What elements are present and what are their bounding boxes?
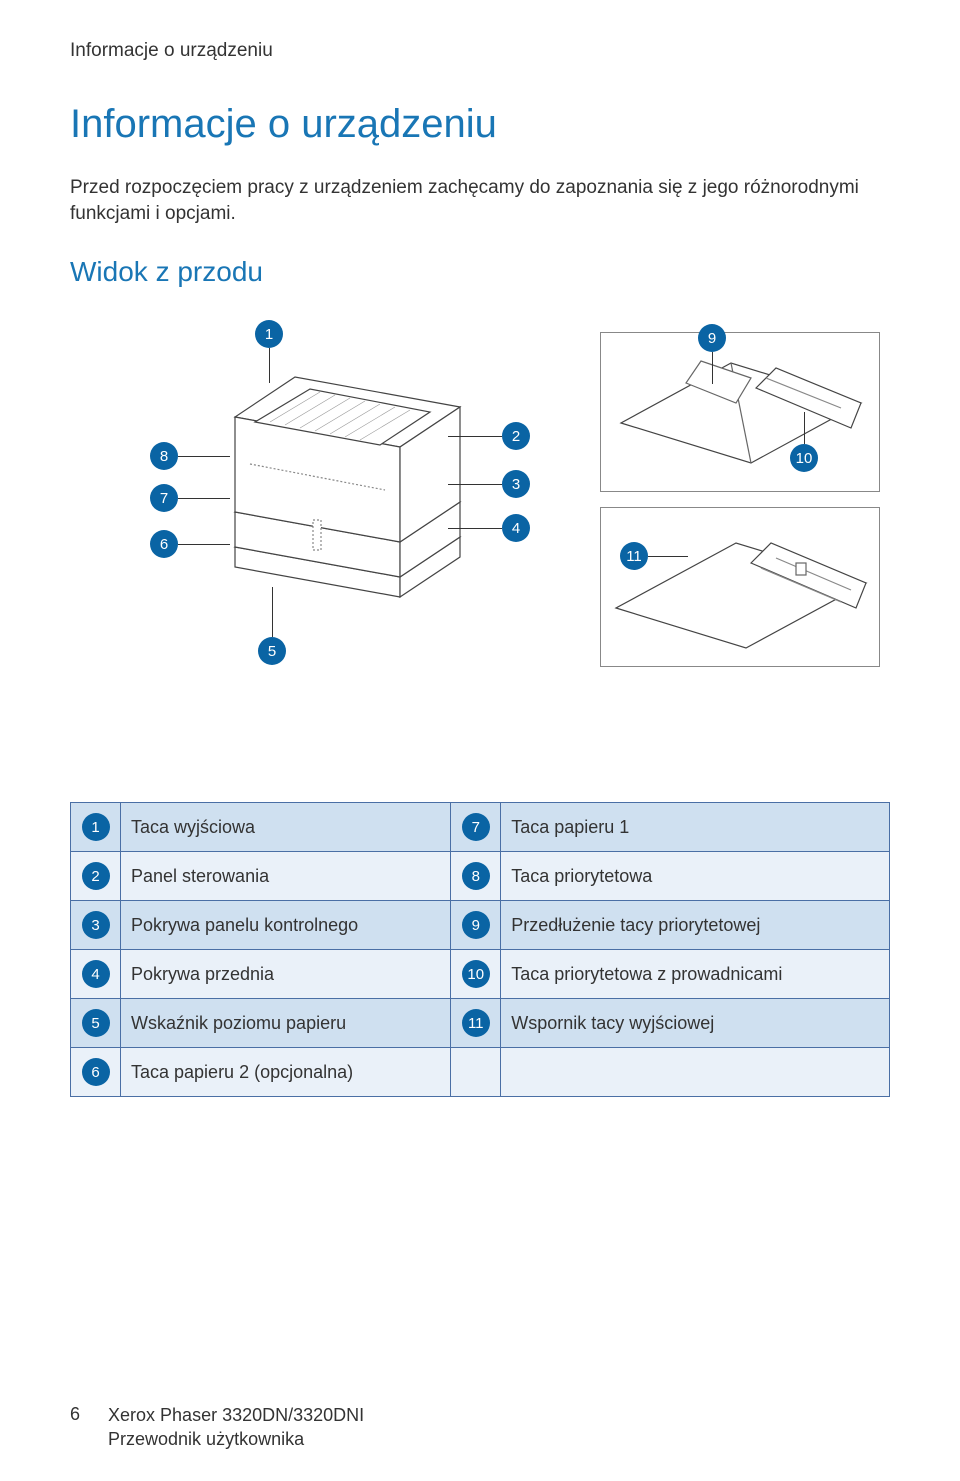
callout-1-line <box>269 348 270 383</box>
legend-row: 4 Pokrywa przednia 10 Taca priorytetowa … <box>71 950 890 999</box>
legend-table: 1 Taca wyjściowa 7 Taca papieru 1 2 Pane… <box>70 802 890 1097</box>
page-footer: 6 Xerox Phaser 3320DN/3320DNI Przewodnik… <box>70 1404 364 1451</box>
legend-text: Taca papieru 1 <box>501 803 890 852</box>
legend-badge: 2 <box>82 862 110 890</box>
callout-5-line <box>272 587 273 637</box>
legend-text: Panel sterowania <box>121 852 451 901</box>
page-number: 6 <box>70 1404 80 1425</box>
legend-text <box>501 1048 890 1097</box>
callout-10-line <box>804 412 805 444</box>
callout-7: 7 <box>150 484 178 512</box>
callout-11-line <box>648 556 688 557</box>
legend-row: 1 Taca wyjściowa 7 Taca papieru 1 <box>71 803 890 852</box>
legend-row: 6 Taca papieru 2 (opcjonalna) <box>71 1048 890 1097</box>
legend-row: 2 Panel sterowania 8 Taca priorytetowa <box>71 852 890 901</box>
printer-main-svg <box>215 332 485 602</box>
main-heading: Informacje o urządzeniu <box>70 102 890 147</box>
legend-badge: 4 <box>82 960 110 988</box>
sub-heading: Widok z przodu <box>70 256 890 288</box>
callout-6-line <box>178 544 230 545</box>
legend-badge: 9 <box>462 911 490 939</box>
callout-6: 6 <box>150 530 178 558</box>
legend-badge: 1 <box>82 813 110 841</box>
front-view-diagram: 1 8 7 6 5 2 3 4 9 10 11 <box>70 312 890 747</box>
callout-5: 5 <box>258 637 286 665</box>
footer-product: Xerox Phaser 3320DN/3320DNI <box>108 1404 364 1427</box>
intro-paragraph: Przed rozpoczęciem pracy z urządzeniem z… <box>70 175 890 226</box>
legend-text: Wspornik tacy wyjściowej <box>501 999 890 1048</box>
callout-4: 4 <box>502 514 530 542</box>
legend-badge: 8 <box>462 862 490 890</box>
legend-badge: 3 <box>82 911 110 939</box>
callout-9-line <box>712 352 713 384</box>
detail-top-box <box>600 332 880 492</box>
legend-text: Taca priorytetowa z prowadnicami <box>501 950 890 999</box>
callout-3-line <box>448 484 502 485</box>
callout-8-line <box>178 456 230 457</box>
legend-text: Taca priorytetowa <box>501 852 890 901</box>
legend-row: 3 Pokrywa panelu kontrolnego 9 Przedłuże… <box>71 901 890 950</box>
legend-text: Pokrywa przednia <box>121 950 451 999</box>
callout-8: 8 <box>150 442 178 470</box>
callout-7-line <box>178 498 230 499</box>
legend-badge: 7 <box>462 813 490 841</box>
footer-guide: Przewodnik użytkownika <box>108 1428 364 1451</box>
legend-text: Przedłużenie tacy priorytetowej <box>501 901 890 950</box>
legend-row: 5 Wskaźnik poziomu papieru 11 Wspornik t… <box>71 999 890 1048</box>
legend-badge: 10 <box>462 960 490 988</box>
legend-text: Wskaźnik poziomu papieru <box>121 999 451 1048</box>
legend-badge: 11 <box>462 1009 490 1037</box>
detail-bottom-box <box>600 507 880 667</box>
running-header: Informacje o urządzeniu <box>70 40 890 62</box>
callout-3: 3 <box>502 470 530 498</box>
callout-4-line <box>448 528 502 529</box>
callout-2: 2 <box>502 422 530 450</box>
legend-badge: 6 <box>82 1058 110 1086</box>
legend-text: Taca papieru 2 (opcjonalna) <box>121 1048 451 1097</box>
callout-2-line <box>448 436 502 437</box>
legend-text: Pokrywa panelu kontrolnego <box>121 901 451 950</box>
legend-badge: 5 <box>82 1009 110 1037</box>
legend-text: Taca wyjściowa <box>121 803 451 852</box>
